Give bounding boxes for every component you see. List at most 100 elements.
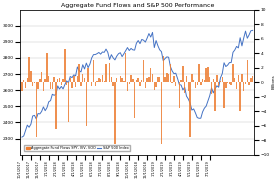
Bar (125, 53, 126, 82)
Bar (245, 82, 246, 84)
Bar (166, 73, 168, 82)
Bar (91, 82, 92, 86)
Bar (93, 60, 94, 82)
Bar (21, 82, 23, 91)
Bar (247, 60, 248, 82)
Bar (87, 68, 89, 82)
Bar (147, 78, 148, 82)
Bar (186, 76, 187, 82)
Bar (28, 57, 30, 82)
Bar (225, 82, 227, 89)
Bar (173, 76, 175, 82)
Bar (27, 78, 28, 82)
Bar (155, 82, 157, 87)
Bar (77, 75, 78, 82)
Bar (82, 74, 83, 82)
Bar (130, 75, 132, 82)
Bar (214, 82, 216, 111)
Bar (68, 82, 69, 122)
Bar (78, 64, 80, 82)
Bar (127, 82, 128, 90)
Bar (188, 82, 189, 91)
Bar (62, 79, 64, 82)
Bar (180, 80, 182, 82)
Bar (195, 82, 196, 88)
Bar (116, 77, 117, 82)
Bar (32, 82, 33, 86)
Bar (205, 68, 207, 82)
Bar (34, 82, 35, 83)
Bar (66, 82, 67, 85)
Bar (61, 82, 62, 85)
Bar (53, 77, 55, 82)
Bar (241, 74, 243, 82)
Bar (227, 82, 228, 83)
Bar (43, 82, 44, 91)
Bar (95, 82, 96, 86)
Bar (211, 82, 212, 94)
Bar (239, 82, 241, 111)
Bar (39, 79, 41, 82)
Bar (55, 82, 57, 129)
Bar (164, 77, 166, 82)
Bar (100, 79, 101, 82)
Bar (222, 77, 223, 82)
Bar (150, 68, 152, 82)
Bar (25, 82, 26, 88)
Bar (159, 77, 160, 82)
Bar (236, 82, 237, 89)
Bar (153, 82, 155, 90)
Bar (175, 82, 177, 86)
Bar (123, 81, 125, 82)
Bar (191, 73, 193, 82)
Bar (161, 82, 162, 144)
Bar (157, 77, 158, 82)
Bar (238, 75, 239, 82)
Bar (96, 81, 98, 82)
Bar (200, 82, 202, 85)
Bar (197, 82, 198, 85)
Bar (189, 82, 191, 136)
Legend: Aggregate Fund Flows SPY, IVV, VOO, S&P 500 Index: Aggregate Fund Flows SPY, IVV, VOO, S&P … (24, 145, 130, 151)
Bar (182, 66, 184, 82)
Bar (44, 79, 46, 82)
Bar (36, 82, 37, 136)
Bar (163, 56, 164, 82)
Bar (193, 80, 194, 82)
Bar (98, 78, 100, 82)
Bar (57, 79, 58, 82)
Bar (41, 72, 42, 82)
Bar (248, 82, 250, 85)
Bar (198, 64, 200, 82)
Bar (229, 82, 230, 84)
Bar (232, 64, 234, 82)
Bar (120, 76, 121, 82)
Bar (75, 82, 76, 87)
Bar (86, 82, 87, 126)
Bar (59, 78, 60, 82)
Bar (37, 82, 39, 89)
Bar (223, 82, 225, 108)
Bar (168, 74, 169, 82)
Bar (136, 79, 137, 82)
Bar (105, 64, 107, 82)
Bar (230, 82, 232, 85)
Bar (252, 76, 253, 82)
Bar (103, 81, 105, 82)
Bar (234, 78, 235, 82)
Bar (48, 75, 49, 82)
Bar (139, 82, 141, 87)
Bar (204, 80, 205, 82)
Bar (109, 63, 110, 82)
Bar (23, 80, 24, 82)
Bar (132, 79, 133, 82)
Bar (138, 78, 139, 82)
Bar (218, 82, 219, 86)
Bar (145, 82, 146, 88)
Bar (71, 82, 73, 89)
Bar (250, 78, 252, 82)
Bar (46, 53, 48, 82)
Title: Aggregate Fund Flows and S&P 500 Performance: Aggregate Fund Flows and S&P 500 Perform… (61, 3, 214, 8)
Bar (179, 82, 180, 108)
Bar (209, 77, 210, 82)
